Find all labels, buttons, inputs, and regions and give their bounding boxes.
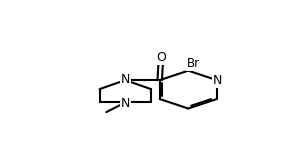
- Text: Br: Br: [187, 57, 200, 70]
- Text: N: N: [213, 74, 222, 87]
- Text: N: N: [121, 73, 130, 86]
- Text: O: O: [156, 51, 166, 64]
- Text: N: N: [121, 97, 130, 110]
